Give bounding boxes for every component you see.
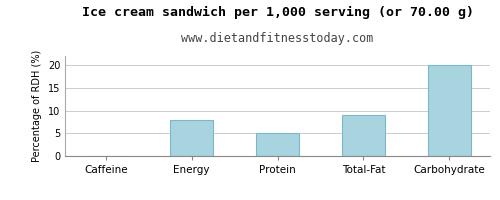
Text: www.dietandfitnesstoday.com: www.dietandfitnesstoday.com bbox=[182, 32, 374, 45]
Bar bbox=[428, 65, 470, 156]
Y-axis label: Percentage of RDH (%): Percentage of RDH (%) bbox=[32, 50, 42, 162]
Bar bbox=[342, 115, 385, 156]
Bar bbox=[170, 120, 213, 156]
Bar bbox=[256, 133, 299, 156]
Text: Ice cream sandwich per 1,000 serving (or 70.00 g): Ice cream sandwich per 1,000 serving (or… bbox=[82, 6, 473, 19]
